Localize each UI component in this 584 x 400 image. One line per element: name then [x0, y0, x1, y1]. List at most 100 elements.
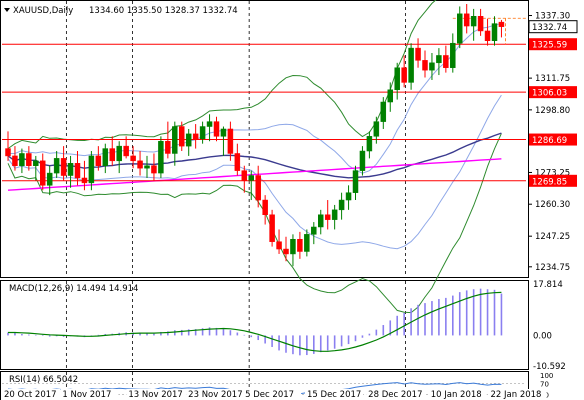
candle-bull	[158, 140, 164, 174]
candle-bear	[234, 153, 241, 171]
candle-bull	[46, 172, 53, 186]
candle-bear	[443, 55, 449, 68]
time-tick-label: 22 Jan 2018	[491, 390, 542, 400]
candle-bear	[422, 60, 428, 71]
level-label-box	[529, 38, 577, 51]
candle-bull	[429, 62, 435, 71]
candle-bull	[331, 209, 338, 220]
time-tick-label: 10 Jan 2018	[431, 390, 482, 400]
level-label: 1306.03	[532, 89, 567, 99]
candle-bull	[248, 175, 254, 181]
candle-bear	[463, 13, 470, 27]
time-label-bg	[126, 389, 185, 400]
current-price-label: 1332.74	[532, 23, 567, 33]
candle-bear	[415, 47, 421, 61]
candle-bull	[436, 55, 442, 64]
macd-label: MACD(12,26,9) 14.494 14.914	[9, 284, 138, 294]
chart-menu-arrow-icon[interactable]	[4, 8, 10, 12]
symbol-label: XAUUSD,Daily	[13, 6, 73, 16]
candle-bull	[88, 155, 95, 184]
time-label-bg	[186, 389, 245, 400]
candle-bull	[33, 160, 39, 166]
candle-bear	[40, 160, 46, 186]
bollinger-lower-outer	[7, 133, 502, 314]
time-tick-label: 15 Dec 2017	[307, 390, 361, 400]
candle-bull	[338, 199, 345, 211]
candle-bear	[401, 67, 407, 83]
candle-bull	[470, 16, 477, 27]
rsi-label: RSI(14) 66.5042	[9, 375, 78, 385]
level-label-box	[529, 174, 577, 187]
time-label-bg	[488, 389, 547, 400]
candle-bull	[373, 121, 380, 137]
candle-bull	[290, 238, 296, 255]
candle-bull	[352, 170, 359, 193]
time-label-bg	[2, 389, 60, 400]
level-label: 1286.69	[532, 136, 567, 146]
price-tick-label: 1260.30	[535, 200, 570, 210]
time-tick-label: 28 Dec 2017	[368, 390, 422, 400]
candle-bull	[144, 165, 150, 169]
candle-bear	[151, 165, 157, 174]
candle-bull	[199, 126, 206, 140]
candle-bull	[491, 23, 498, 42]
candle-bear	[269, 214, 275, 242]
time-label-bg	[305, 389, 364, 400]
candle-bull	[387, 89, 393, 103]
candle-bear	[262, 199, 268, 215]
time-label-bg	[428, 389, 487, 400]
candle-bear	[179, 126, 185, 147]
rsi-tick-label: 70	[540, 380, 549, 388]
candle-bull	[53, 158, 60, 174]
time-tick-label: 13 Nov 2017	[128, 390, 182, 400]
candle-bull	[67, 163, 74, 176]
candle-bull	[380, 101, 387, 122]
price-tick-label: 1247.25	[535, 232, 570, 242]
candle-bull	[19, 153, 25, 166]
candle-bear	[484, 30, 491, 42]
candle-bull	[311, 226, 317, 235]
time-tick-label: 23 Nov 2017	[188, 390, 242, 400]
macd-tick-label: 17.814	[533, 280, 563, 290]
candle-bear	[255, 175, 261, 201]
candle-bull	[102, 148, 109, 166]
macd-series	[7, 288, 503, 356]
candle-bear	[165, 140, 171, 154]
price-axis: 1337.301324.551311.751298.801286.051273.…	[528, 12, 578, 273]
candle-bear	[213, 121, 220, 137]
time-axis: 20 Oct 2017 1 Nov 2017 13 Nov 2017 23 Nov 2…	[2, 389, 547, 400]
moving-average-magenta	[7, 158, 502, 191]
candle-bear	[227, 128, 234, 154]
macd-panel	[0, 280, 529, 370]
candle-bear	[95, 155, 102, 166]
candle-bull	[450, 42, 456, 68]
candle-bear	[130, 155, 136, 162]
candle-bull	[116, 145, 122, 162]
time-label-bg	[366, 389, 425, 400]
time-label-bg	[60, 389, 119, 400]
price-panel	[0, 0, 529, 278]
candle-bull	[366, 136, 373, 152]
candle-bear	[297, 238, 303, 252]
time-tick-label: 1 Nov 2017	[62, 390, 111, 400]
candles	[5, 4, 505, 267]
price-tick-label: 1298.80	[535, 106, 570, 116]
candle-bear	[74, 163, 81, 179]
macd-tick-label: 0.00	[533, 331, 552, 341]
ohlc-label: 1334.60 1335.50 1328.37 1332.74	[89, 6, 238, 16]
candle-bull	[457, 13, 463, 44]
rsi-tick-label: 100	[540, 372, 553, 380]
candle-bear	[283, 248, 289, 255]
level-label: 1325.59	[532, 41, 567, 51]
candle-bull	[318, 214, 324, 228]
candle-bear	[5, 148, 11, 157]
level-label: 1269.85	[532, 177, 567, 187]
price-tick-label: 1273.25	[535, 168, 570, 178]
time-tick-label: 5 Dec 2017	[245, 390, 294, 400]
candle-bull	[394, 67, 400, 91]
candle-bull	[220, 128, 227, 137]
candle-bear	[192, 133, 199, 140]
macd-axis: 17.814 0.00 -10.592	[533, 280, 566, 372]
